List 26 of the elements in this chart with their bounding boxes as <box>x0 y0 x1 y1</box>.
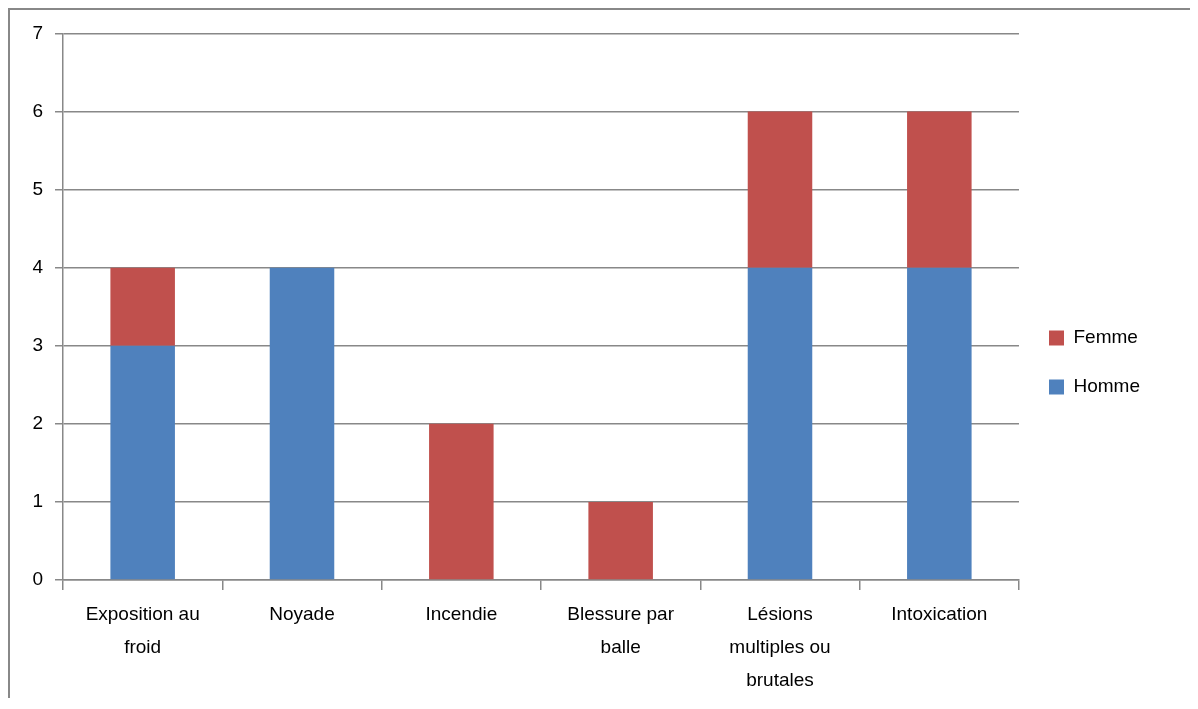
bar <box>747 267 813 580</box>
y-tick-label: 7 <box>32 21 43 43</box>
bar <box>110 345 175 580</box>
y-tick-label: 5 <box>32 177 43 199</box>
y-tick-label: 4 <box>32 255 44 277</box>
y-tick-label: 2 <box>32 412 43 434</box>
y-tick-label: 3 <box>32 333 43 355</box>
legend-label: Femme <box>1073 326 1138 348</box>
y-tick-label: 1 <box>32 490 43 512</box>
bar <box>588 501 653 580</box>
bar <box>269 267 335 580</box>
x-tick-label: Lésions multiples ou brutales <box>729 602 831 691</box>
bar <box>907 111 972 268</box>
x-tick-label: Exposition au froid <box>85 602 200 658</box>
y-tick-label: 6 <box>32 99 43 121</box>
bar <box>110 267 175 346</box>
x-tick-label: Incendie <box>425 602 498 624</box>
bar <box>747 111 813 268</box>
x-tick-label: Noyade <box>269 602 335 624</box>
y-tick-label: 0 <box>32 568 43 590</box>
chart-frame: Femme Homme Exposition au froid Noyade Incendie Blessure par balle Lésions multiples ou brutales Intoxication 0 1 2 3 4 5 6 7 <box>8 8 1190 698</box>
bar <box>429 423 494 580</box>
x-tick-label: Intoxication <box>891 602 988 624</box>
bar <box>907 267 972 580</box>
legend-label: Homme <box>1073 375 1141 397</box>
x-tick-label: Blessure par balle <box>567 602 675 658</box>
